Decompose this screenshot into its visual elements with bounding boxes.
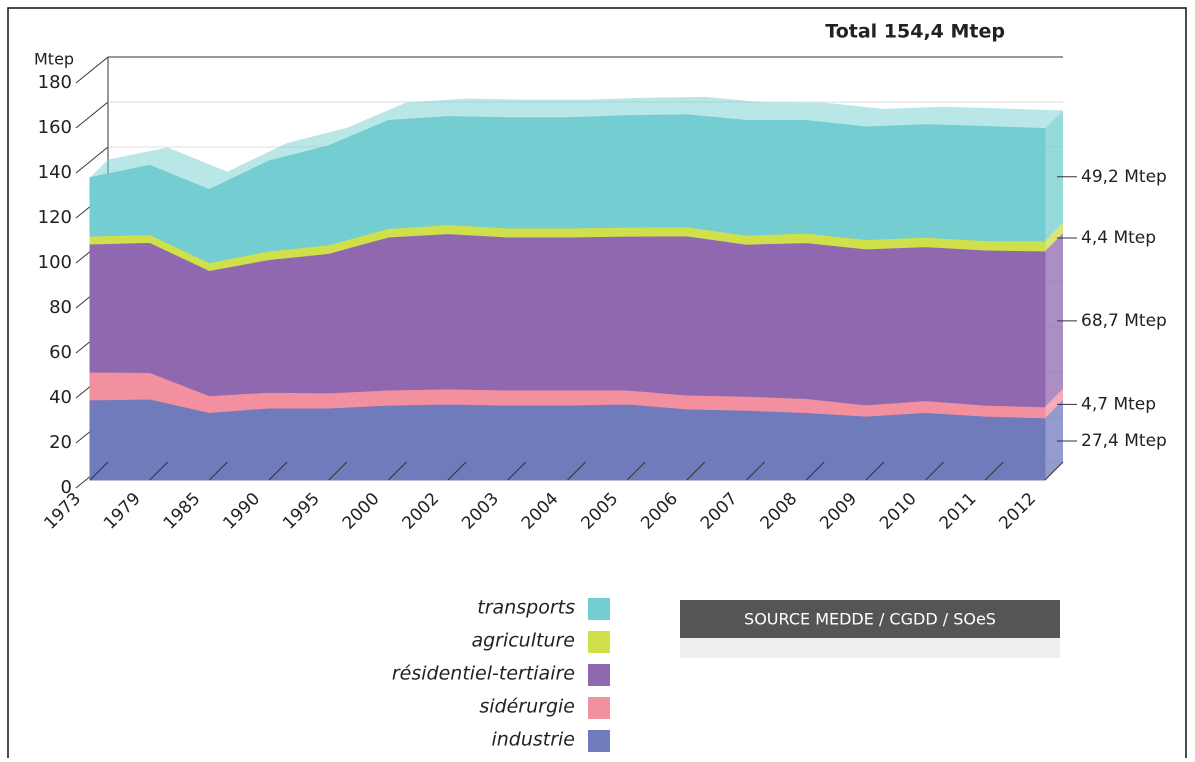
legend-label: agriculture xyxy=(471,630,575,652)
x-grid-line xyxy=(507,461,527,481)
y-tick-label: 60 xyxy=(49,342,72,363)
y-tick-label: 100 xyxy=(38,252,72,273)
x-grid-line xyxy=(865,461,885,481)
legend-label: sidérurgie xyxy=(479,696,575,718)
x-tick-label: 1990 xyxy=(219,489,264,534)
area-side xyxy=(1045,388,1063,418)
area-top xyxy=(90,96,1063,190)
x-tick-label: 2011 xyxy=(936,489,981,534)
source-box xyxy=(680,600,1060,638)
x-grid-line xyxy=(925,461,944,481)
annotation: 68,7 Mtep xyxy=(1081,311,1167,331)
area-side xyxy=(1045,223,1063,251)
area-side xyxy=(1045,110,1063,242)
x-tick-label: 1985 xyxy=(160,489,205,534)
legend-label: industrie xyxy=(491,729,575,751)
y-tick-label: 160 xyxy=(38,117,72,138)
legend-swatch xyxy=(588,664,610,686)
x-grid-line xyxy=(984,461,1004,481)
y-tick-label: 180 xyxy=(38,72,72,93)
legend-swatch xyxy=(588,697,610,719)
x-tick-label: 1995 xyxy=(279,489,324,534)
x-grid-line xyxy=(328,461,348,481)
area-side xyxy=(1045,399,1063,480)
legend-swatch xyxy=(588,598,610,620)
x-tick-label: 2006 xyxy=(637,489,682,534)
x-grid-line xyxy=(268,461,288,481)
x-tick-label: 2010 xyxy=(876,489,921,534)
tick-mark xyxy=(75,56,109,84)
tick-mark xyxy=(75,146,109,174)
annotation: 49,2 Mtep xyxy=(1081,167,1167,187)
x-tick-label: 1979 xyxy=(100,489,145,534)
tick-mark xyxy=(75,101,109,129)
y-tick-label: 0 xyxy=(61,477,72,498)
x-tick-label: 2008 xyxy=(757,489,802,534)
area-side xyxy=(1045,232,1063,407)
legend-swatch xyxy=(588,631,610,653)
x-grid-line xyxy=(149,461,169,481)
x-grid-line xyxy=(567,461,586,481)
x-tick-label: 2004 xyxy=(518,489,563,534)
x-tick-label: 2009 xyxy=(816,489,861,534)
x-grid-line xyxy=(626,461,646,481)
legend-label: transports xyxy=(477,597,575,619)
y-tick-label: 20 xyxy=(49,432,72,453)
annotation: 27,4 Mtep xyxy=(1081,431,1167,451)
x-tick-label: 2000 xyxy=(339,489,384,534)
x-tick-label: 2012 xyxy=(995,489,1040,534)
x-grid-line xyxy=(447,461,467,481)
x-grid-line xyxy=(1044,461,1064,481)
x-tick-label: 2003 xyxy=(458,489,503,534)
x-tick-label: 2007 xyxy=(697,489,742,534)
annotation: 4,4 Mtep xyxy=(1081,228,1156,248)
source: SOURCE MEDDE / CGDD / SOeS xyxy=(744,610,996,629)
annotation: 4,7 Mtep xyxy=(1081,394,1156,414)
y-tick-label: 80 xyxy=(49,297,72,318)
frame xyxy=(7,7,1187,762)
y-tick-label: 140 xyxy=(38,162,72,183)
x-tick-label: 2005 xyxy=(578,489,623,534)
source-shadow xyxy=(680,638,1060,658)
y-axis-label: Mtep xyxy=(34,50,74,69)
y-tick-label: 120 xyxy=(38,207,72,228)
x-grid-line xyxy=(388,461,407,481)
x-grid-line xyxy=(686,461,706,481)
legend-swatch xyxy=(588,730,610,752)
legend-label: résidentiel-tertiaire xyxy=(392,663,575,685)
x-grid-line xyxy=(89,461,109,481)
x-tick-label: 2002 xyxy=(398,489,443,534)
x-grid-line xyxy=(805,461,825,481)
x-grid-line xyxy=(209,461,228,481)
y-tick-label: 40 xyxy=(49,387,72,408)
chart-title: Total 154,4 Mtep xyxy=(825,21,1005,43)
x-grid-line xyxy=(746,461,765,481)
